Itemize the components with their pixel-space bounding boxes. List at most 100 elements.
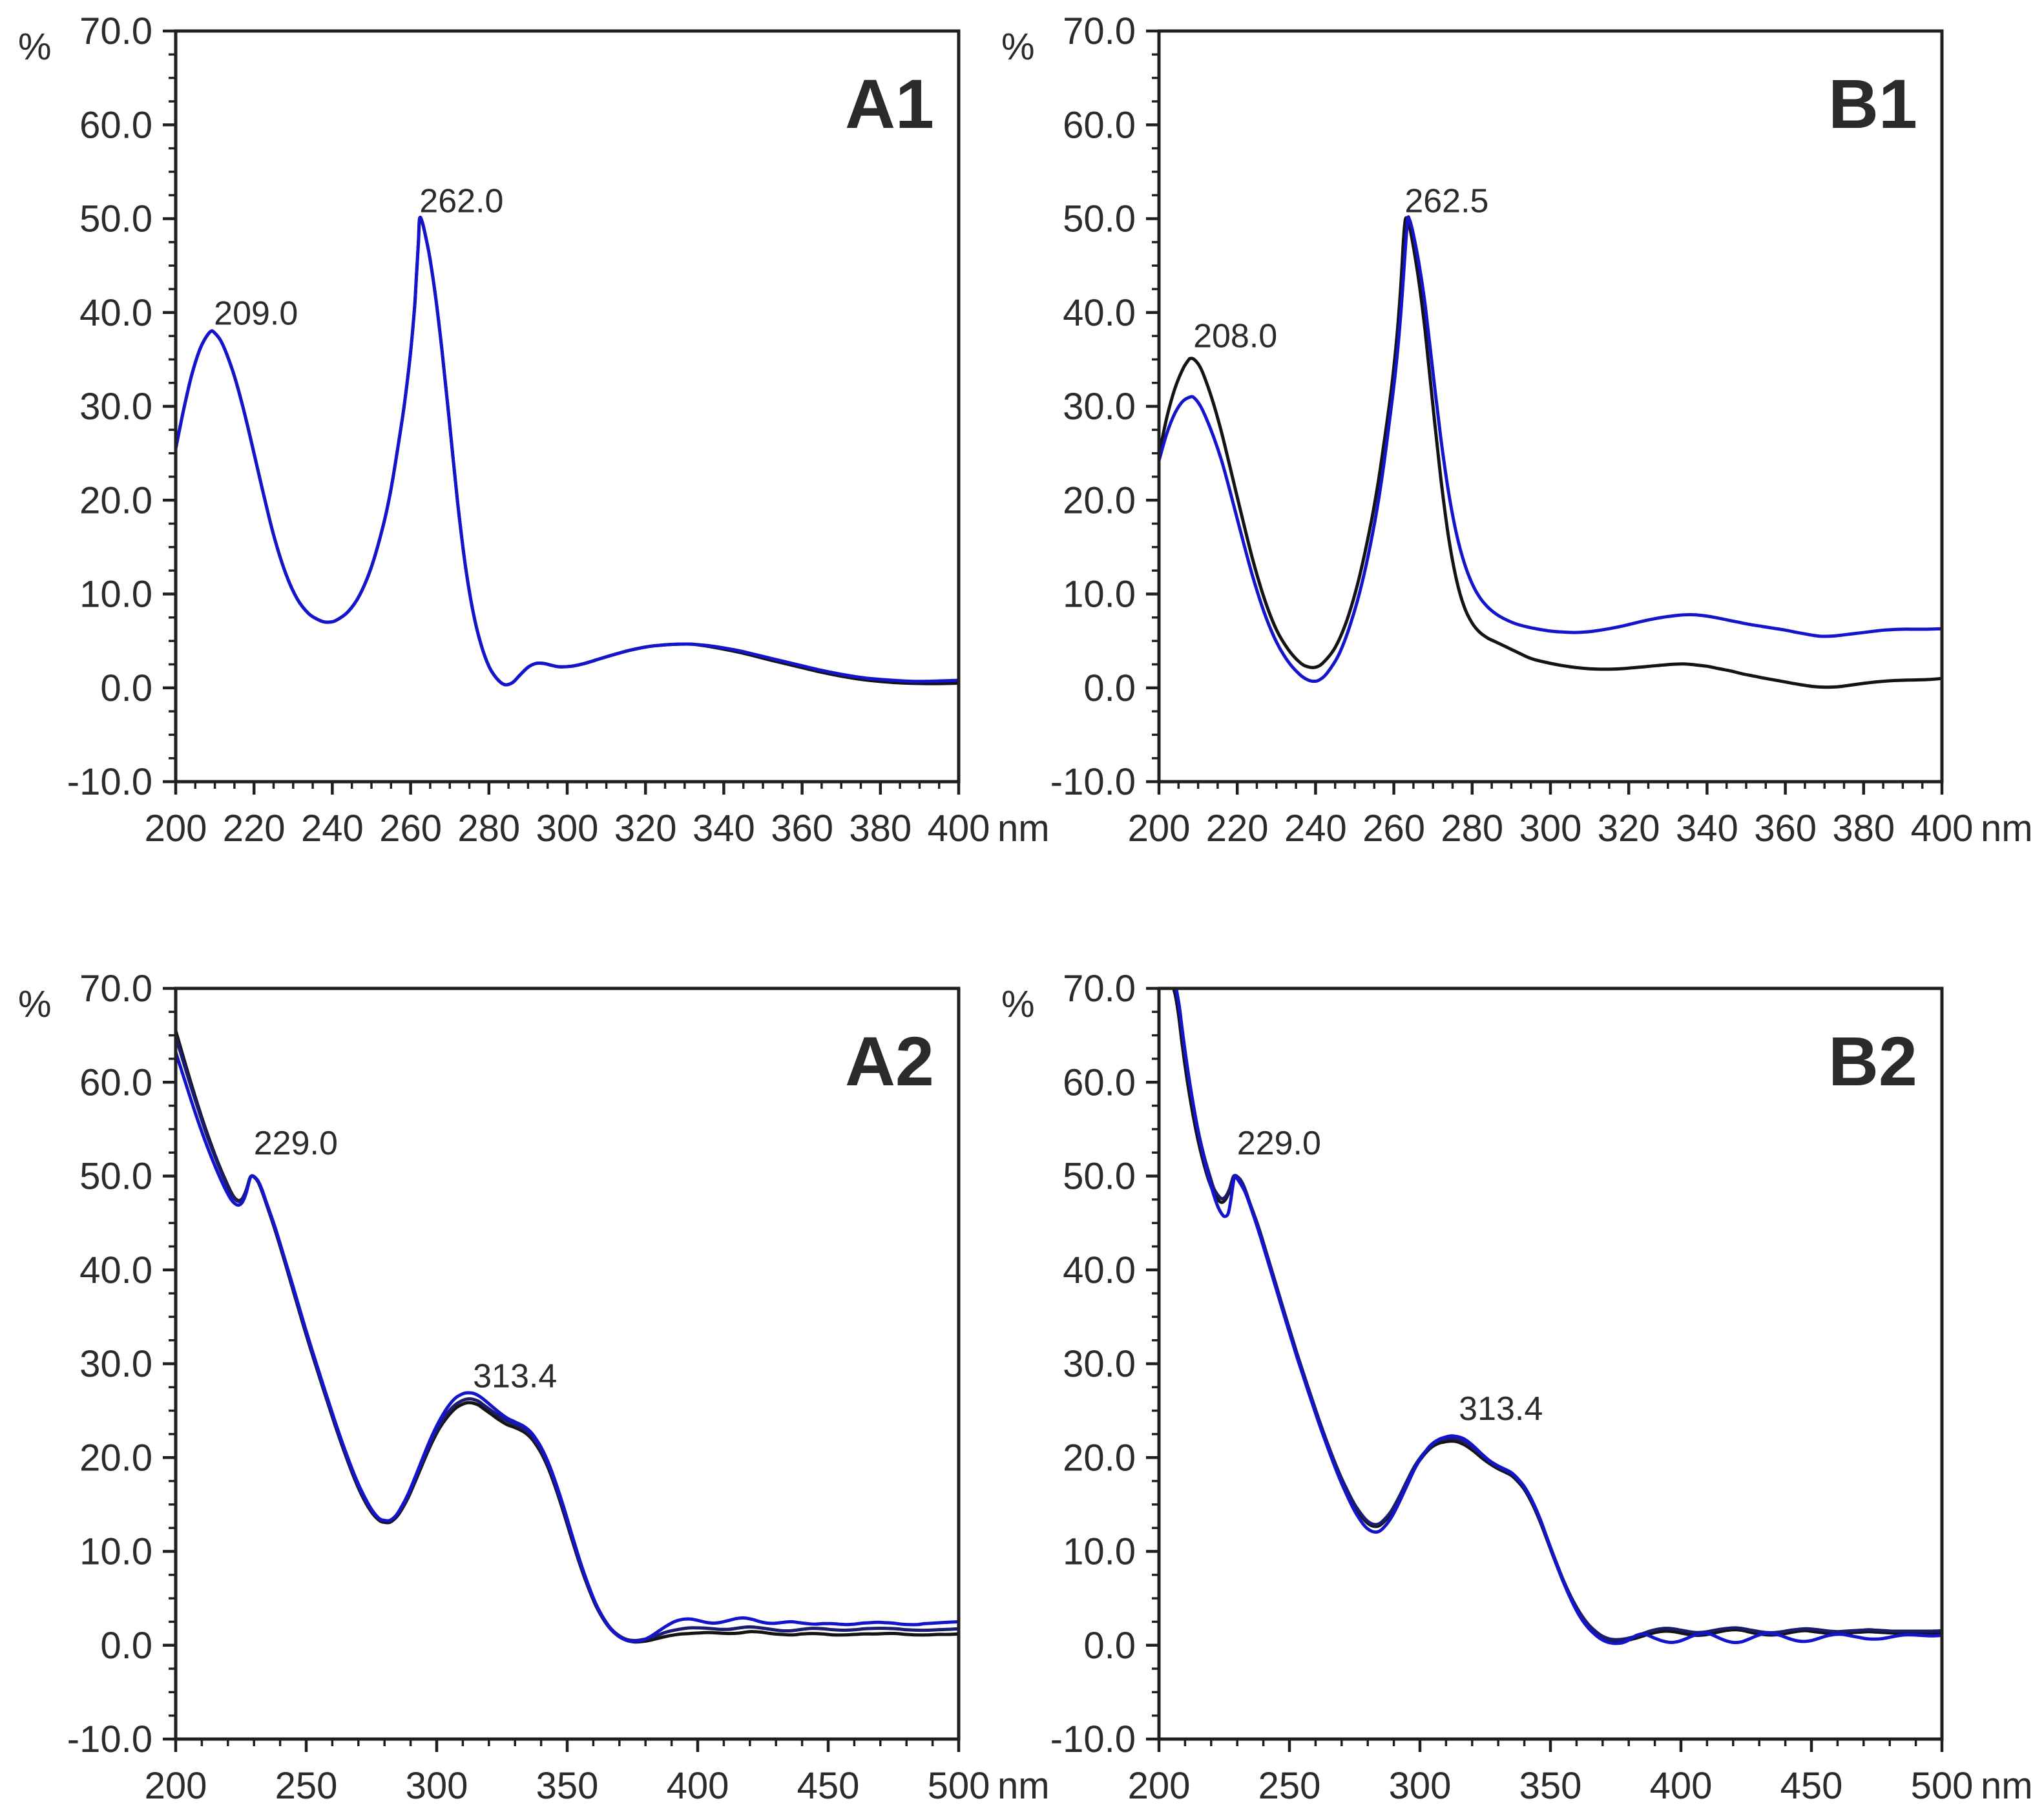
- y-tick-label: 20.0: [79, 479, 152, 521]
- y-tick-label: 50.0: [1063, 1156, 1136, 1198]
- y-tick-label: 70.0: [1063, 10, 1136, 52]
- y-tick-label: 30.0: [1063, 386, 1136, 428]
- y-axis-unit-label: %: [1001, 26, 1035, 68]
- series-black-trace: [176, 1028, 959, 1644]
- x-tick-label: 500: [1911, 1765, 1974, 1807]
- y-axis-unit-label: %: [18, 983, 52, 1025]
- y-axis-unit-label: %: [18, 26, 52, 68]
- x-axis-unit-label: nm: [1981, 1765, 2033, 1807]
- x-tick-label: 300: [1389, 1765, 1452, 1807]
- series-black-trace: [1159, 216, 1942, 689]
- y-tick-label: 0.0: [1083, 667, 1136, 709]
- x-axis-unit-label: nm: [1981, 808, 2033, 850]
- y-tick-label: 50.0: [79, 1156, 152, 1198]
- x-axis-unit-label: nm: [997, 808, 1050, 850]
- peak-annotation: 262.0: [419, 182, 503, 220]
- series-blue-trace: [176, 216, 959, 687]
- x-tick-label: 450: [797, 1765, 860, 1807]
- y-tick-label: 60.0: [79, 104, 152, 146]
- x-tick-label: 300: [406, 1765, 468, 1807]
- peak-annotation: 313.4: [1459, 1390, 1543, 1428]
- x-tick-label: 380: [849, 808, 912, 850]
- peak-annotation: 229.0: [1237, 1125, 1321, 1162]
- axis-box: [1157, 986, 1944, 1741]
- y-tick-label: 70.0: [1063, 968, 1136, 1010]
- axis-box: [1157, 29, 1944, 784]
- y-tick-label: -10.0: [1050, 1718, 1136, 1760]
- x-tick-label: 350: [536, 1765, 599, 1807]
- x-tick-label: 250: [1258, 1765, 1321, 1807]
- y-tick-label: -10.0: [67, 761, 152, 803]
- y-tick-label: 10.0: [79, 574, 152, 616]
- spectrum-panel: 70.0 60.0 50.0 40.0 30.0 20.0 10.0 0.0 -10.0 200 2…: [18, 968, 1050, 1807]
- x-tick-label: 400: [1911, 808, 1974, 850]
- x-tick-label: 260: [379, 808, 442, 850]
- y-tick-label: 50.0: [1063, 198, 1136, 240]
- y-tick-label: 10.0: [79, 1531, 152, 1573]
- x-tick-label: 450: [1780, 1765, 1843, 1807]
- y-tick-label: 40.0: [1063, 292, 1136, 334]
- panel-label: A2: [845, 1022, 934, 1100]
- series-group: [176, 1028, 959, 1644]
- peak-annotation: 208.0: [1193, 317, 1277, 355]
- spectrum-panel: 70.0 60.0 50.0 40.0 30.0 20.0 10.0 0.0 -10.0 200 2…: [1001, 968, 2033, 1807]
- series-navy-trace: [1174, 988, 1942, 1642]
- axis-box: [174, 29, 961, 784]
- y-tick-label: 30.0: [1063, 1343, 1136, 1385]
- series-black-trace: [176, 216, 959, 687]
- x-tick-label: 200: [145, 1765, 207, 1807]
- y-tick-label: 0.0: [100, 667, 152, 709]
- y-tick-label: 0.0: [1083, 1625, 1136, 1667]
- x-tick-label: 400: [928, 808, 990, 850]
- y-tick-label: 10.0: [1063, 574, 1136, 616]
- series-blue-trace: [176, 1050, 959, 1643]
- y-tick-label: 60.0: [79, 1061, 152, 1103]
- x-tick-label: 220: [1206, 808, 1269, 850]
- x-tick-label: 320: [1598, 808, 1660, 850]
- x-tick-label: 300: [1519, 808, 1582, 850]
- x-tick-label: 360: [1754, 808, 1817, 850]
- series-group: [176, 216, 959, 687]
- x-tick-label: 360: [771, 808, 833, 850]
- x-tick-label: 250: [275, 1765, 338, 1807]
- y-tick-label: 60.0: [1063, 1061, 1136, 1103]
- y-tick-label: 20.0: [1063, 479, 1136, 521]
- x-axis-unit-label: nm: [997, 1765, 1050, 1807]
- y-tick-label: 70.0: [79, 968, 152, 1010]
- x-tick-label: 200: [1128, 808, 1191, 850]
- panel-label: A1: [845, 65, 934, 143]
- series-group: [1171, 988, 1942, 1645]
- x-tick-label: 500: [928, 1765, 990, 1807]
- y-tick-label: 20.0: [79, 1437, 152, 1479]
- peak-annotation: 209.0: [214, 295, 298, 333]
- x-tick-label: 320: [614, 808, 677, 850]
- peak-annotation: 262.5: [1404, 182, 1488, 220]
- x-tick-label: 200: [145, 808, 207, 850]
- x-tick-label: 340: [1676, 808, 1738, 850]
- panel-label: B1: [1828, 65, 1917, 143]
- y-tick-label: 30.0: [79, 1343, 152, 1385]
- y-tick-label: 40.0: [1063, 1249, 1136, 1291]
- series-blue-trace: [1159, 215, 1942, 683]
- peak-annotation: 313.4: [473, 1357, 557, 1395]
- x-tick-label: 300: [536, 808, 599, 850]
- y-tick-label: 10.0: [1063, 1531, 1136, 1573]
- x-tick-label: 280: [1441, 808, 1503, 850]
- y-axis-unit-label: %: [1001, 983, 1035, 1025]
- x-tick-label: 280: [457, 808, 520, 850]
- y-tick-label: 30.0: [79, 386, 152, 428]
- x-tick-label: 260: [1362, 808, 1425, 850]
- y-tick-label: 0.0: [100, 1625, 152, 1667]
- y-tick-label: 70.0: [79, 10, 152, 52]
- x-tick-label: 340: [693, 808, 755, 850]
- x-tick-label: 240: [1284, 808, 1347, 850]
- y-tick-label: 40.0: [79, 292, 152, 334]
- x-tick-label: 200: [1128, 1765, 1191, 1807]
- axis-box: [174, 986, 961, 1741]
- y-tick-label: 40.0: [79, 1249, 152, 1291]
- peak-annotation: 229.0: [254, 1125, 338, 1162]
- spectrum-panel: 70.0 60.0 50.0 40.0 30.0 20.0 10.0 0.0 -10.0 200 2…: [1001, 10, 2033, 850]
- spectrum-panel: 70.0 60.0 50.0 40.0 30.0 20.0 10.0 0.0 -10.0 200 2…: [18, 10, 1050, 850]
- y-tick-label: -10.0: [1050, 761, 1136, 803]
